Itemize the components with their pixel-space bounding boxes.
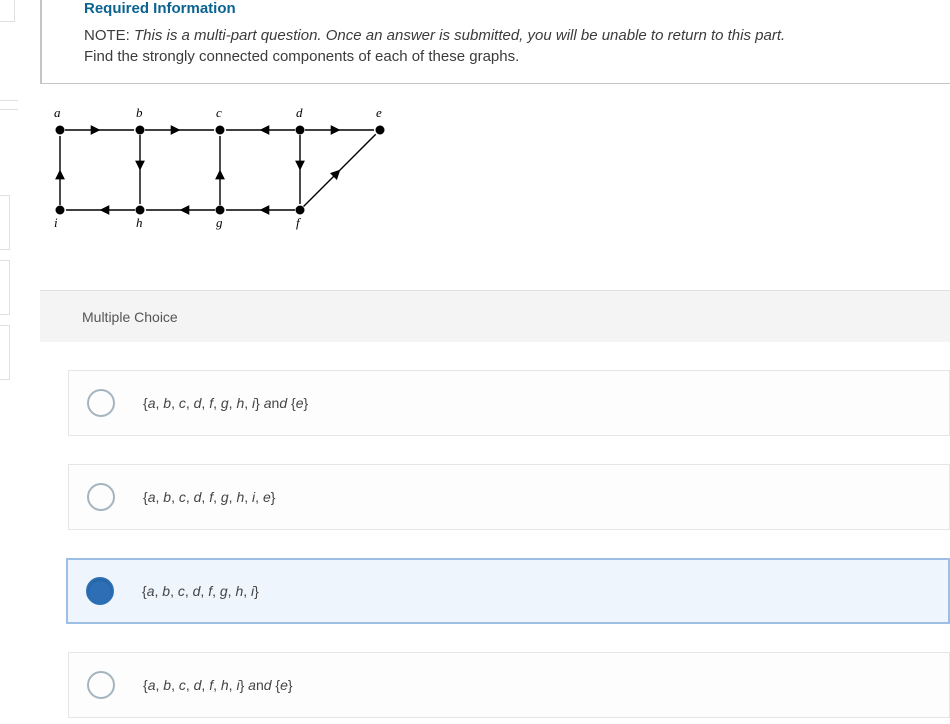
svg-text:a: a <box>54 105 61 120</box>
mc-title: Multiple Choice <box>82 309 178 325</box>
option-label: {a, b, c, d, f, g, h, i} and {e} <box>143 395 308 411</box>
note-text: This is a multi-part question. Once an a… <box>134 27 785 44</box>
option-2[interactable]: {a, b, c, d, f, g, h, i} <box>66 558 950 624</box>
svg-text:i: i <box>54 215 58 230</box>
left-nav-stub <box>0 195 10 250</box>
radio-button[interactable] <box>87 389 115 417</box>
svg-text:h: h <box>136 215 143 230</box>
left-nav-stub <box>0 0 15 22</box>
svg-text:d: d <box>296 105 303 120</box>
svg-text:f: f <box>296 215 302 230</box>
left-nav-stub <box>0 260 10 315</box>
options-list: {a, b, c, d, f, g, h, i} and {e} {a, b, c… <box>40 342 950 718</box>
left-nav-stub <box>0 325 10 380</box>
multiple-choice-header: Multiple Choice <box>40 290 950 342</box>
radio-button[interactable] <box>86 577 114 605</box>
radio-button[interactable] <box>87 483 115 511</box>
svg-text:b: b <box>136 105 143 120</box>
left-nav-stub <box>0 100 18 110</box>
svg-text:e: e <box>376 105 382 120</box>
graph-diagram: a b c d e i h g f <box>40 95 400 245</box>
svg-text:g: g <box>216 215 223 230</box>
radio-button[interactable] <box>87 671 115 699</box>
option-0[interactable]: {a, b, c, d, f, g, h, i} and {e} <box>68 370 950 436</box>
svg-text:c: c <box>216 105 222 120</box>
option-3[interactable]: {a, b, c, d, f, h, i} and {e} <box>68 652 950 718</box>
option-label: {a, b, c, d, f, h, i} and {e} <box>143 677 293 693</box>
instruction-text: Find the strongly connected components o… <box>84 48 950 65</box>
note-label: NOTE: <box>84 27 130 44</box>
option-1[interactable]: {a, b, c, d, f, g, h, i, e} <box>68 464 950 530</box>
option-label: {a, b, c, d, f, g, h, i} <box>142 583 259 599</box>
required-info-heading: Required Information <box>84 0 950 17</box>
question-info-box: Required Information NOTE: This is a mul… <box>40 0 950 84</box>
option-label: {a, b, c, d, f, g, h, i, e} <box>143 489 275 505</box>
note-line: NOTE: This is a multi-part question. Onc… <box>84 27 950 44</box>
